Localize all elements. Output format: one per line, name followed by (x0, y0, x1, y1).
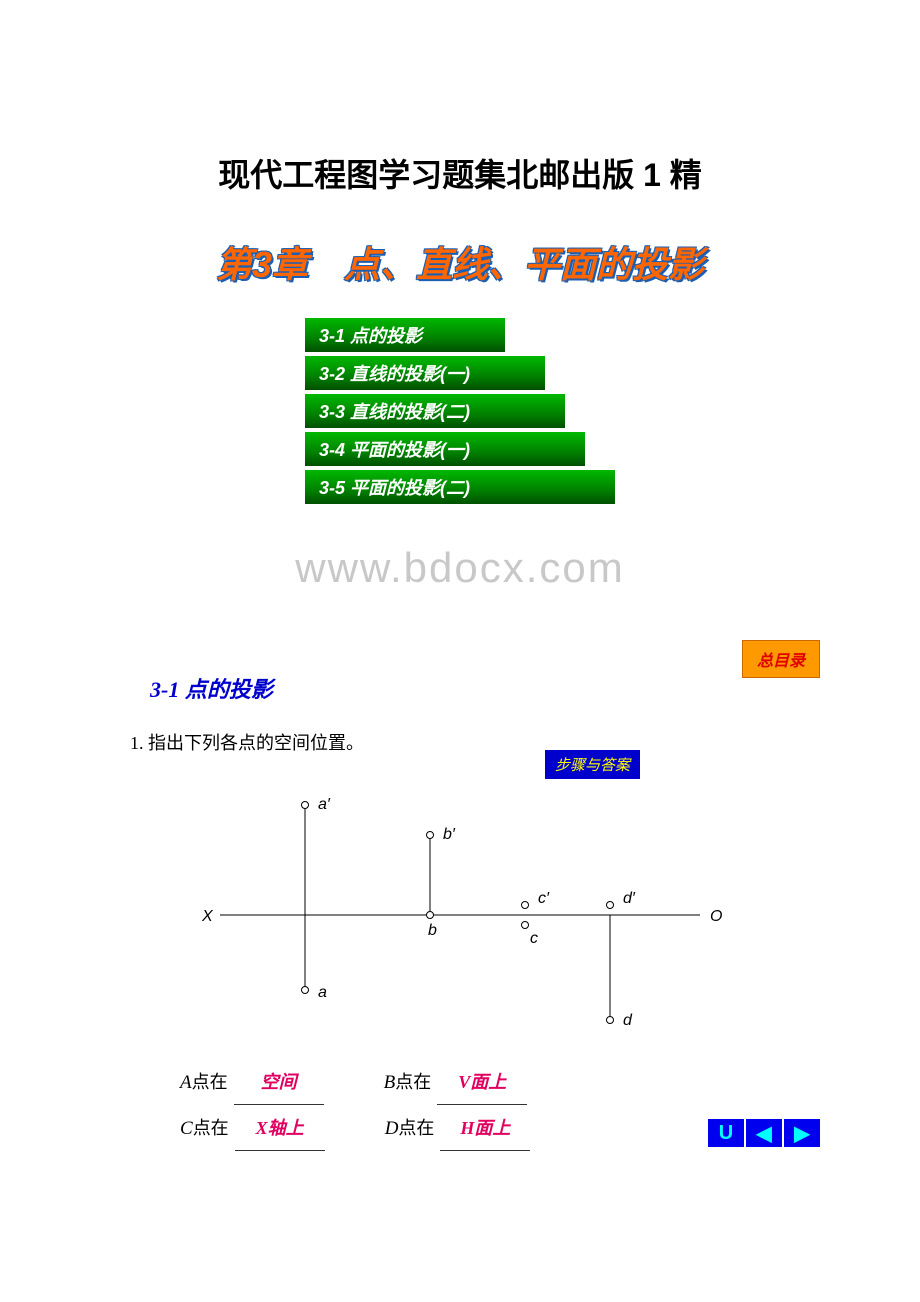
nav-next-button[interactable]: ▶ (784, 1119, 820, 1147)
svg-text:X: X (201, 908, 214, 925)
answer-label: C (180, 1106, 193, 1152)
answer-D: D 点在 H面上 (385, 1106, 531, 1152)
answer-value: V面上 (437, 1061, 527, 1105)
table-of-contents: 3-1 点的投影 3-2 直线的投影(一) 3-3 直线的投影(二) 3-4 平… (0, 318, 920, 504)
answer-B: B 点在 V面上 (384, 1060, 528, 1106)
answer-C: C 点在 X轴上 (180, 1106, 325, 1152)
answer-value: H面上 (440, 1107, 530, 1151)
toc-item-3-5[interactable]: 3-5 平面的投影(二) (305, 470, 615, 504)
svg-text:d′: d′ (623, 890, 636, 907)
projection-diagram: X Oa′ a b′ b c′ c d′ d (190, 775, 730, 1035)
answer-label: A (180, 1060, 192, 1106)
main-toc-button[interactable]: 总目录 (742, 640, 820, 678)
answer-label: B (384, 1060, 396, 1106)
svg-text:b′: b′ (443, 826, 456, 843)
question-text: 1. 指出下列各点的空间位置。 (130, 729, 920, 755)
answer-label: D (385, 1106, 399, 1152)
svg-text:d: d (623, 1012, 633, 1029)
nav-back-button[interactable]: U (708, 1119, 744, 1147)
page-title: 现代工程图学习题集北邮出版 1 精 (0, 0, 920, 196)
toc-item-3-2[interactable]: 3-2 直线的投影(一) (305, 356, 545, 390)
svg-text:O: O (710, 908, 722, 925)
nav-buttons: U ◀ ▶ (708, 1119, 820, 1147)
svg-text:c: c (530, 930, 538, 947)
toc-item-3-4[interactable]: 3-4 平面的投影(一) (305, 432, 585, 466)
answer-value: X轴上 (235, 1107, 325, 1151)
nav-prev-button[interactable]: ◀ (746, 1119, 782, 1147)
watermark-text: www.bdocx.com (0, 544, 920, 592)
answer-A: A 点在 空间 (180, 1060, 324, 1106)
answer-value: 空间 (234, 1061, 324, 1105)
chapter-title: 第3章 点、直线、平面的投影 (0, 236, 920, 288)
answer-text: 点在 (398, 1107, 434, 1150)
steps-answers-button[interactable]: 步骤与答案 (545, 750, 640, 779)
svg-text:a′: a′ (318, 796, 331, 813)
toc-item-3-3[interactable]: 3-3 直线的投影(二) (305, 394, 565, 428)
svg-text:a: a (318, 984, 327, 1001)
answer-text: 点在 (192, 1061, 228, 1104)
svg-text:c′: c′ (538, 890, 550, 907)
answer-text: 点在 (193, 1107, 229, 1150)
answer-text: 点在 (395, 1061, 431, 1104)
svg-text:b: b (428, 922, 437, 939)
toc-item-3-1[interactable]: 3-1 点的投影 (305, 318, 505, 352)
